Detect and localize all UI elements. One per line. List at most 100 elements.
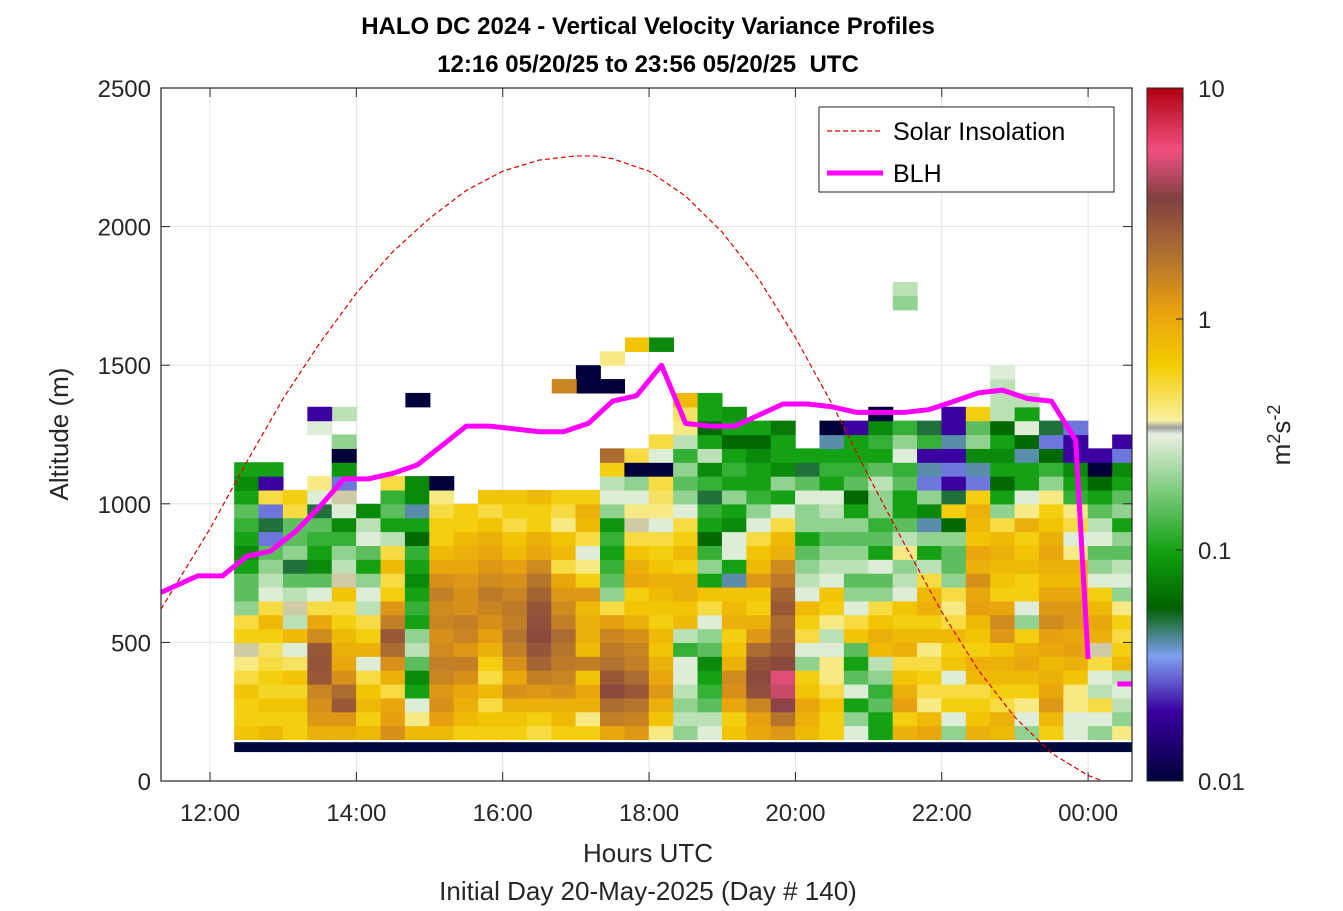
heatmap-cell	[819, 462, 845, 477]
heatmap-cell	[721, 476, 747, 491]
heatmap-cell	[673, 670, 699, 685]
heatmap-cell	[356, 517, 382, 533]
heatmap-cell	[356, 600, 382, 616]
heatmap-cell	[258, 670, 284, 685]
chart-subtitle: 12:16 05/20/25 to 23:56 05/20/25 UTC	[437, 51, 859, 78]
heatmap-cell	[917, 711, 943, 727]
heatmap-cell	[1014, 614, 1040, 630]
heatmap-cell	[551, 711, 577, 727]
heatmap-cell	[307, 531, 333, 546]
heatmap-cell	[648, 711, 674, 727]
heatmap-cell	[917, 448, 943, 463]
heatmap-cell	[453, 628, 479, 643]
heatmap-cell	[965, 531, 991, 546]
heatmap-cell	[965, 614, 991, 630]
heatmap-cell	[1038, 420, 1064, 436]
heatmap-cell	[843, 642, 869, 657]
heatmap-cell	[599, 559, 625, 574]
heatmap-cell	[478, 697, 504, 713]
heatmap-cell	[453, 614, 479, 630]
heatmap-cell	[648, 600, 674, 616]
heatmap-base-cell	[965, 742, 991, 753]
heatmap-cell	[551, 573, 577, 588]
heatmap-cell	[770, 725, 796, 741]
heatmap-base-cell	[990, 742, 1016, 753]
colorbar-unit-m: m	[1266, 444, 1296, 466]
y-tick-label: 2000	[98, 215, 151, 242]
heatmap-cell	[478, 503, 504, 519]
heatmap-cell	[575, 489, 601, 505]
heatmap-cell	[941, 628, 967, 643]
heatmap-base-cell	[282, 742, 308, 753]
heatmap-cell	[1014, 462, 1040, 477]
heatmap-cell	[1014, 517, 1040, 533]
heatmap-cell	[673, 517, 699, 533]
heatmap-cell	[307, 600, 333, 616]
blh-line	[161, 362, 1091, 660]
heatmap-cell	[380, 656, 406, 671]
heatmap-cell	[453, 573, 479, 588]
heatmap-cell	[746, 600, 772, 616]
heatmap-cell	[770, 503, 796, 519]
heatmap-cell	[648, 573, 674, 588]
heatmap-cell	[551, 656, 577, 671]
heatmap-cell	[478, 489, 504, 505]
heatmap-cell	[917, 420, 943, 436]
heatmap-cell	[404, 531, 430, 546]
heatmap-cell	[331, 683, 357, 699]
heatmap-cell	[599, 628, 625, 643]
y-tick-label: 1500	[98, 353, 151, 380]
heatmap-cell	[258, 683, 284, 699]
heatmap-cell	[307, 559, 333, 574]
heatmap-cell	[673, 642, 699, 657]
heatmap-cell	[697, 406, 723, 422]
heatmap-cell	[746, 448, 772, 463]
heatmap-cell	[819, 670, 845, 685]
heatmap-cell	[624, 600, 650, 616]
heatmap-cell	[234, 517, 260, 533]
heatmap-cell	[331, 600, 357, 616]
heatmap-cell	[1063, 642, 1089, 657]
heatmap-cell	[770, 614, 796, 630]
heatmap-cell	[429, 503, 455, 519]
heatmap-cell	[1087, 545, 1113, 560]
heatmap-cell	[746, 545, 772, 560]
heatmap-cell	[648, 683, 674, 699]
heatmap-cell	[868, 697, 894, 713]
heatmap-cell	[746, 628, 772, 643]
heatmap-cell	[990, 600, 1016, 616]
heatmap-cell	[648, 476, 674, 491]
heatmap-cell	[697, 559, 723, 574]
heatmap-cell	[673, 600, 699, 616]
heatmap-cell	[307, 420, 333, 436]
heatmap-cell	[868, 642, 894, 657]
heatmap-cell	[404, 670, 430, 685]
heatmap-cell	[258, 600, 284, 616]
x-tick-label: 18:00	[619, 800, 679, 827]
colorbar-tick-label: 0.01	[1198, 769, 1245, 796]
heatmap-cell	[697, 683, 723, 699]
heatmap-cell	[478, 628, 504, 643]
heatmap-cell	[624, 503, 650, 519]
heatmap-cell	[990, 406, 1016, 422]
heatmap-cell	[404, 503, 430, 519]
heatmap-cell	[1063, 489, 1089, 505]
heatmap-cell	[599, 531, 625, 546]
x-tick-label: 12:00	[180, 800, 240, 827]
heatmap-base-cell	[1038, 742, 1064, 753]
heatmap-cell	[673, 656, 699, 671]
heatmap-cell	[1038, 489, 1064, 505]
heatmap-cell	[575, 503, 601, 519]
heatmap-cell	[307, 614, 333, 630]
heatmap-cell	[258, 531, 284, 546]
heatmap-cell	[746, 462, 772, 477]
heatmap-base-cell	[892, 742, 918, 753]
heatmap-cell	[258, 628, 284, 643]
heatmap-cell	[917, 545, 943, 560]
heatmap-cell	[307, 642, 333, 657]
heatmap-cell	[795, 683, 821, 699]
heatmap-cell	[697, 614, 723, 630]
heatmap-cell	[331, 434, 357, 449]
heatmap-base-cell	[429, 742, 455, 753]
heatmap-cell	[526, 559, 552, 574]
